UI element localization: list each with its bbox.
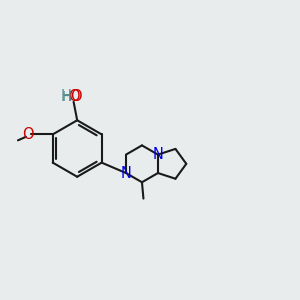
Text: O: O	[70, 89, 82, 104]
Text: O: O	[22, 127, 34, 142]
Text: N: N	[121, 166, 131, 181]
Text: O: O	[68, 89, 80, 104]
Text: H: H	[61, 89, 72, 104]
Text: N: N	[152, 147, 164, 162]
Text: H: H	[61, 89, 71, 103]
